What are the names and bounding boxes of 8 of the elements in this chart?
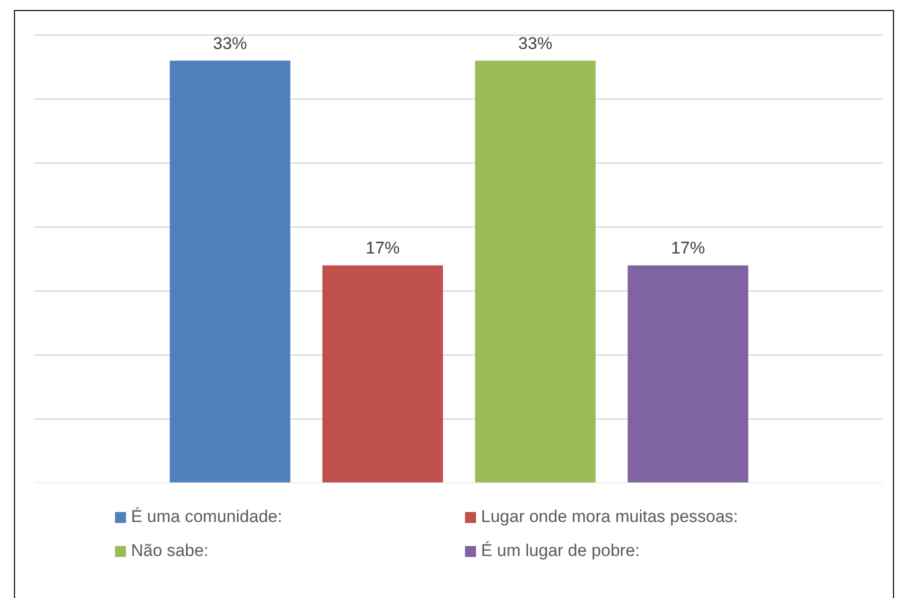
legend-label: Lugar onde mora muitas pessoas:	[481, 507, 738, 527]
legend-label: Não sabe:	[131, 541, 208, 561]
data-label: 33%	[213, 34, 248, 53]
data-label: 17%	[670, 238, 705, 258]
legend-label: É um lugar de pobre:	[481, 541, 640, 561]
legend-label: É uma comunidade:	[131, 507, 282, 527]
data-label: 17%	[366, 238, 400, 258]
data-label: 33%	[518, 34, 552, 53]
